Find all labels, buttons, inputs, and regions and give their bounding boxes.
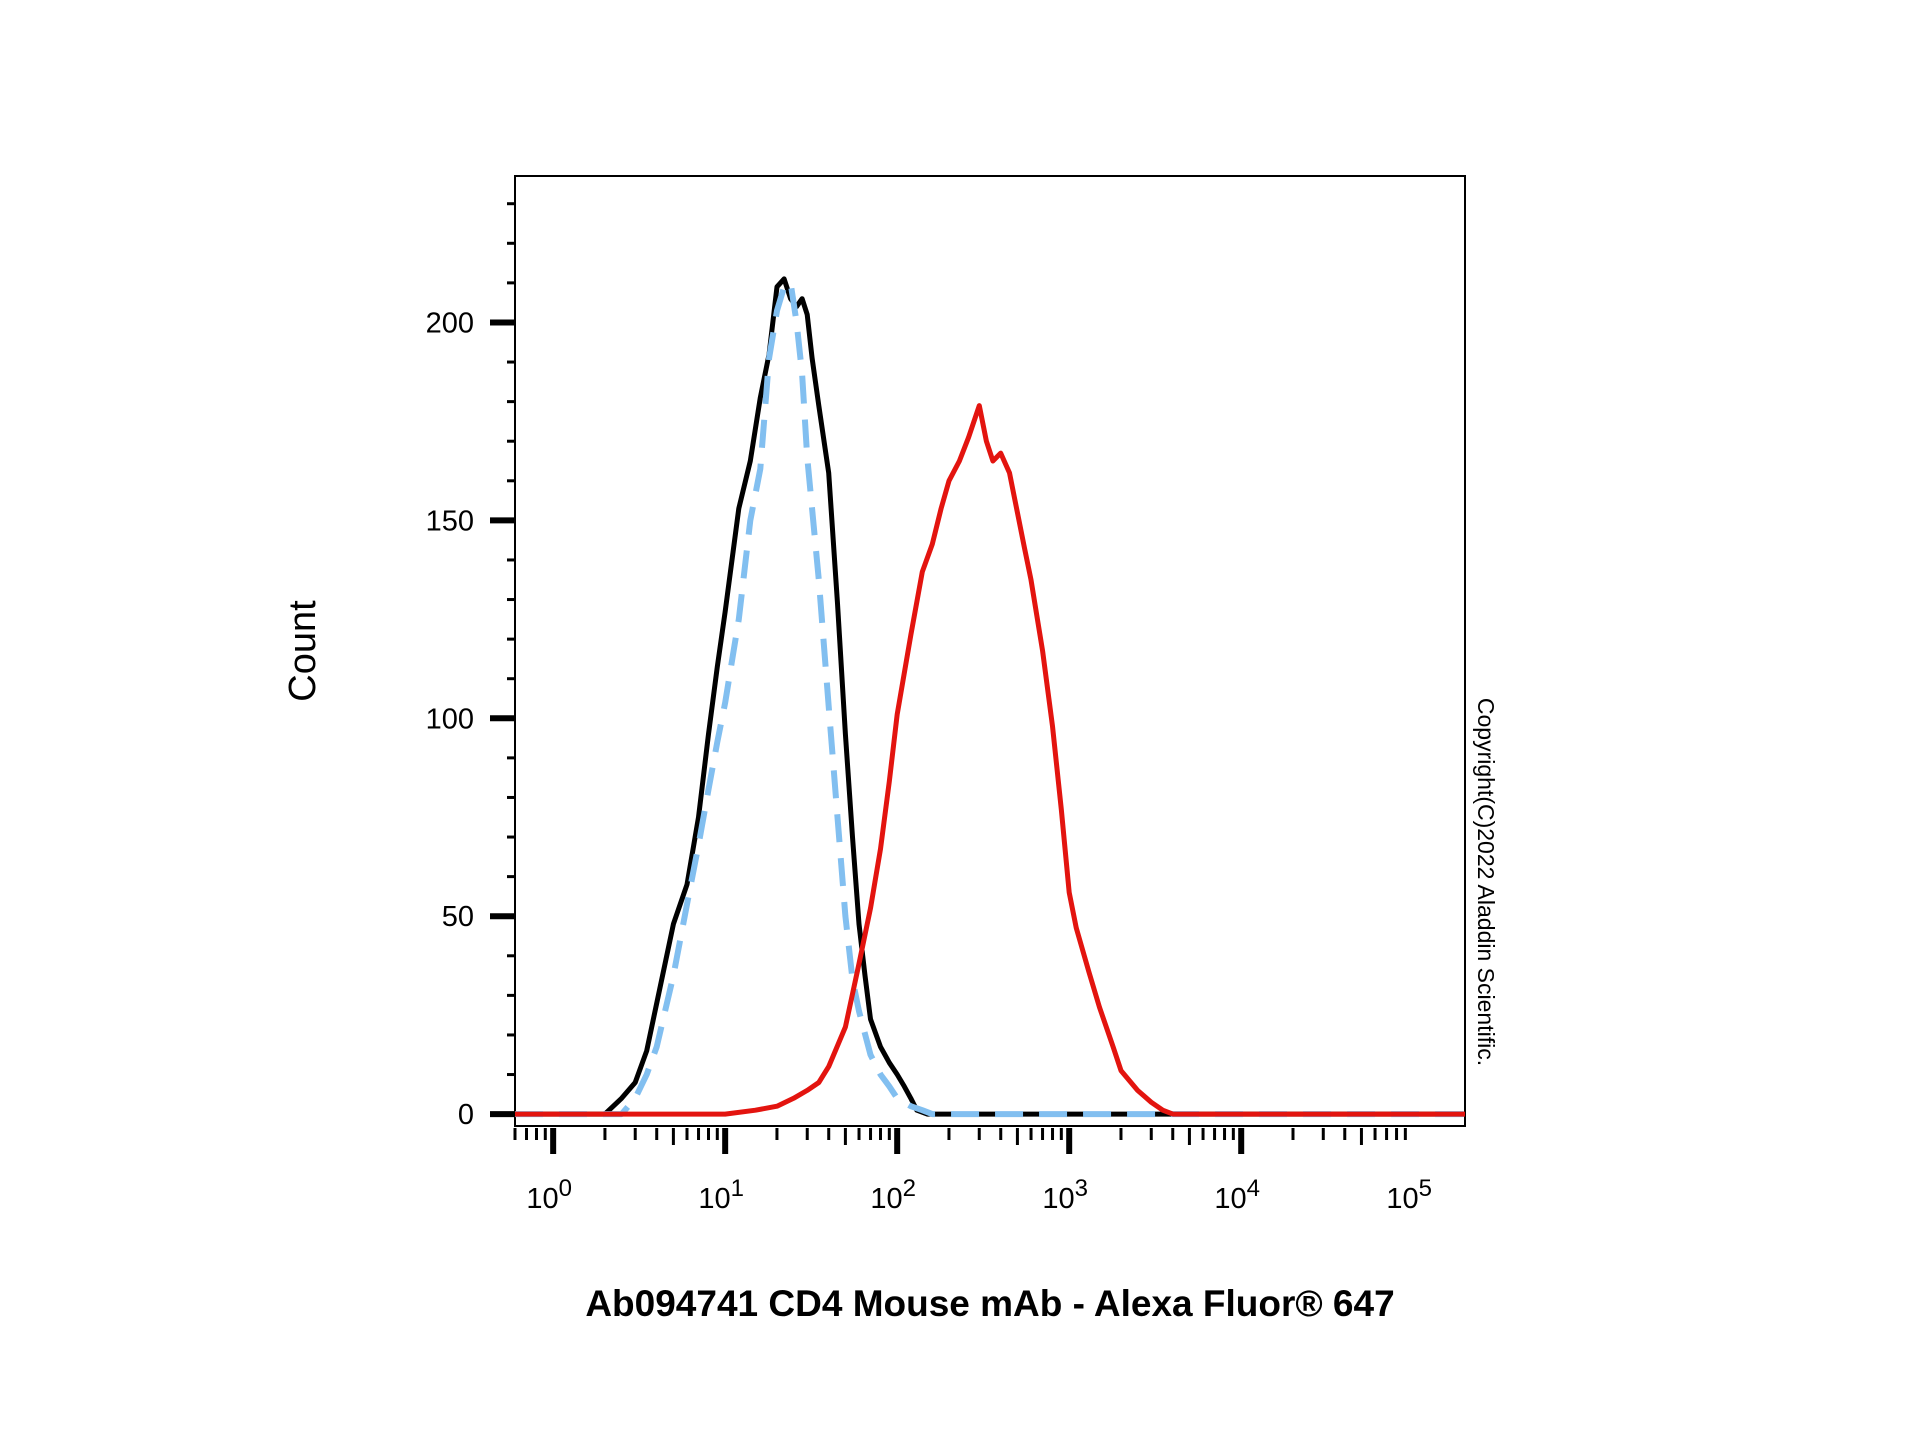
x-axis-label: Ab094741 CD4 Mouse mAb - Alexa Fluor® 64… — [585, 1283, 1394, 1324]
x-tick-label: 105 — [1386, 1175, 1432, 1215]
y-axis-label: Count — [282, 600, 324, 702]
x-tick-label: 104 — [1214, 1175, 1260, 1215]
series-line — [515, 276, 1465, 1117]
x-tick-label: 101 — [698, 1175, 744, 1215]
y-axis: 0 50 100 150 200 — [426, 202, 515, 1131]
y-tick-label: 100 — [426, 703, 474, 735]
x-tick-label: 103 — [1042, 1175, 1088, 1215]
series-line — [515, 403, 1465, 1117]
series-layer — [515, 276, 1465, 1118]
y-tick-label: 0 — [458, 1099, 474, 1131]
x-axis: 100 101 102 103 104 105 — [513, 1128, 1432, 1215]
plot-frame — [514, 175, 1466, 1127]
y-tick-label: 150 — [426, 505, 474, 537]
x-tick-label: 100 — [526, 1175, 572, 1215]
copyright-watermark: Copyright(C)2022 Aladdin Scientific. — [1473, 698, 1499, 1066]
series-line — [515, 279, 1465, 1118]
y-tick-label: 200 — [426, 307, 474, 339]
y-tick-label: 50 — [442, 901, 474, 933]
x-tick-label: 102 — [870, 1175, 916, 1215]
